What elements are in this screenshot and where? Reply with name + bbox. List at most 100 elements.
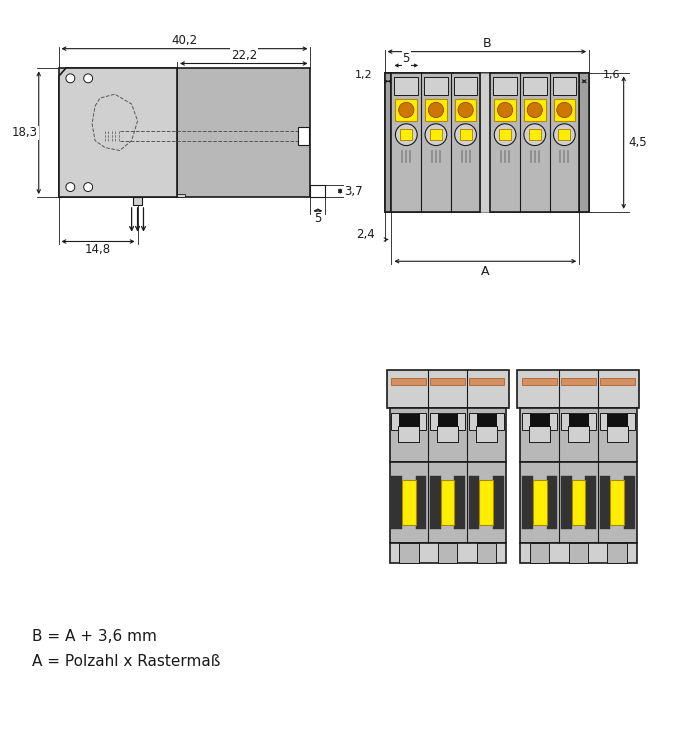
Text: B: B [482, 37, 491, 50]
Polygon shape [59, 68, 177, 197]
Polygon shape [549, 412, 557, 430]
Polygon shape [425, 99, 447, 121]
Circle shape [84, 182, 93, 191]
Polygon shape [546, 476, 557, 529]
Polygon shape [600, 378, 634, 385]
Polygon shape [399, 543, 418, 563]
Polygon shape [419, 412, 427, 430]
Text: 1,6: 1,6 [603, 71, 620, 80]
Circle shape [454, 124, 477, 146]
Polygon shape [600, 412, 608, 430]
Polygon shape [523, 77, 546, 95]
Polygon shape [454, 476, 465, 529]
Polygon shape [553, 99, 575, 121]
Polygon shape [569, 412, 588, 426]
Polygon shape [553, 77, 576, 95]
Polygon shape [499, 129, 511, 140]
Text: A: A [481, 265, 489, 278]
Polygon shape [569, 543, 588, 563]
Polygon shape [392, 378, 427, 385]
Polygon shape [561, 378, 596, 385]
Polygon shape [132, 197, 142, 205]
Polygon shape [438, 543, 457, 563]
Polygon shape [477, 543, 496, 563]
Circle shape [524, 124, 546, 146]
Polygon shape [521, 543, 636, 563]
Polygon shape [579, 74, 589, 212]
Polygon shape [390, 408, 505, 462]
Polygon shape [522, 412, 530, 430]
Polygon shape [430, 476, 441, 529]
Polygon shape [600, 476, 611, 529]
Polygon shape [59, 68, 177, 197]
Text: B = A + 3,6 mm: B = A + 3,6 mm [32, 629, 157, 644]
Polygon shape [561, 476, 572, 529]
Polygon shape [399, 426, 420, 442]
Text: 14,8: 14,8 [85, 243, 111, 256]
Circle shape [494, 124, 516, 146]
Text: 3,7: 3,7 [344, 185, 363, 198]
Polygon shape [572, 480, 585, 525]
Polygon shape [459, 129, 472, 140]
Text: 18,3: 18,3 [12, 126, 38, 139]
Polygon shape [533, 480, 546, 525]
Polygon shape [392, 412, 399, 430]
Polygon shape [424, 77, 447, 95]
Polygon shape [521, 408, 636, 462]
Polygon shape [608, 412, 627, 426]
Polygon shape [390, 462, 505, 543]
Polygon shape [529, 129, 541, 140]
Polygon shape [402, 480, 415, 525]
Polygon shape [177, 68, 310, 197]
Polygon shape [400, 129, 413, 140]
Polygon shape [441, 480, 454, 525]
Polygon shape [177, 194, 185, 197]
Polygon shape [524, 99, 546, 121]
Polygon shape [457, 412, 465, 430]
Circle shape [66, 182, 75, 191]
Polygon shape [522, 378, 557, 385]
Polygon shape [529, 426, 550, 442]
Polygon shape [585, 476, 596, 529]
Polygon shape [430, 378, 465, 385]
Text: 22,2: 22,2 [231, 49, 257, 62]
Polygon shape [385, 74, 392, 212]
Circle shape [458, 103, 473, 118]
Polygon shape [469, 378, 504, 385]
Text: 40,2: 40,2 [171, 34, 197, 48]
Circle shape [498, 103, 513, 118]
Circle shape [429, 103, 443, 118]
Polygon shape [469, 412, 477, 430]
Polygon shape [298, 126, 309, 144]
Text: 1,2: 1,2 [355, 71, 373, 80]
Polygon shape [517, 370, 639, 408]
Polygon shape [494, 99, 516, 121]
Polygon shape [561, 412, 569, 430]
Polygon shape [438, 412, 457, 426]
Polygon shape [310, 185, 325, 197]
Polygon shape [608, 543, 627, 563]
Polygon shape [430, 129, 442, 140]
Polygon shape [588, 412, 596, 430]
Polygon shape [454, 99, 477, 121]
Polygon shape [392, 476, 402, 529]
Polygon shape [607, 426, 627, 442]
Circle shape [84, 74, 93, 83]
Circle shape [395, 124, 418, 146]
Circle shape [553, 124, 575, 146]
Polygon shape [469, 476, 480, 529]
Text: A = Polzahl x Rastermaß: A = Polzahl x Rastermaß [32, 654, 220, 669]
Polygon shape [476, 426, 497, 442]
Circle shape [527, 103, 542, 118]
Polygon shape [392, 74, 480, 212]
Polygon shape [385, 74, 589, 212]
Polygon shape [480, 480, 493, 525]
Polygon shape [611, 480, 624, 525]
Text: 4,5: 4,5 [628, 136, 647, 149]
Polygon shape [624, 476, 634, 529]
Circle shape [425, 124, 447, 146]
Polygon shape [490, 74, 579, 212]
Polygon shape [477, 412, 496, 426]
Polygon shape [530, 412, 549, 426]
Polygon shape [530, 543, 549, 563]
